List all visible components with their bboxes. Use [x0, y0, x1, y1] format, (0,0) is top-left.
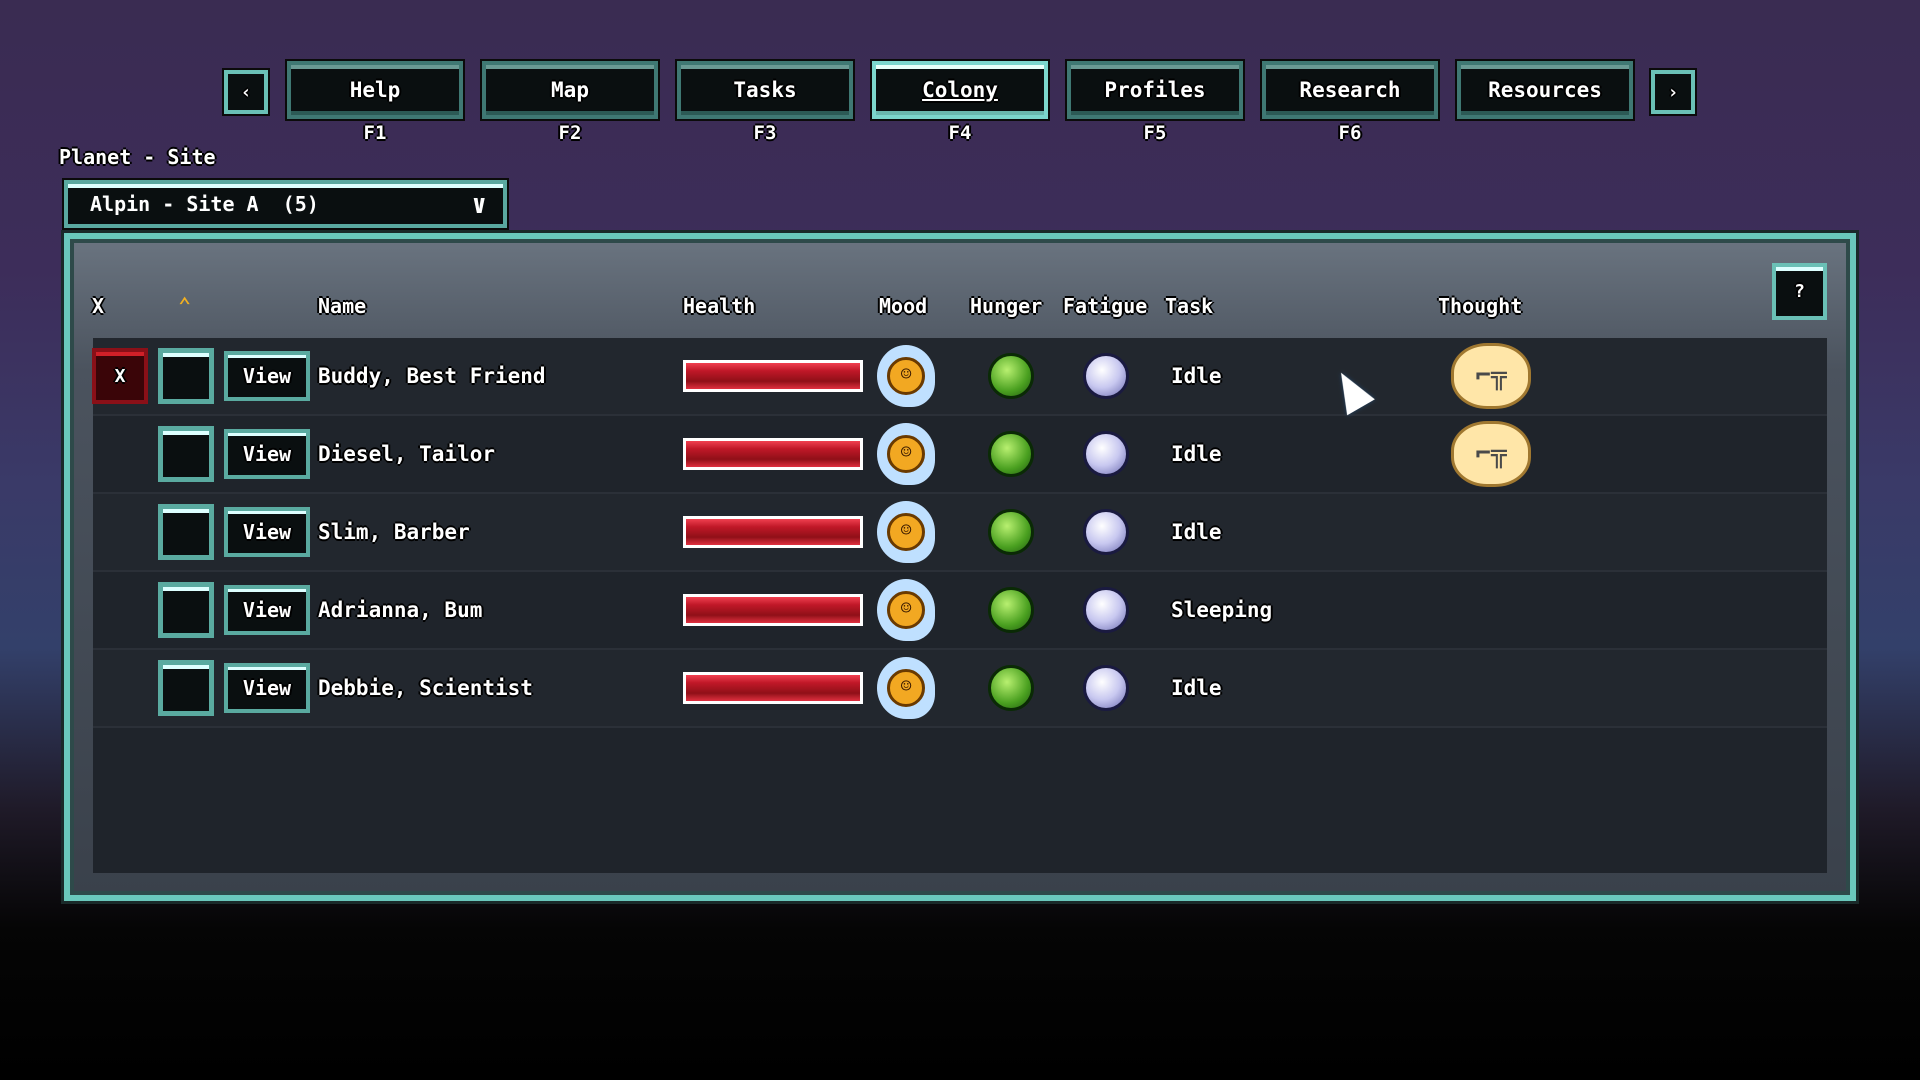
colonist-name: Slim, Barber	[318, 520, 470, 544]
tab-resources[interactable]: Resources	[1457, 61, 1633, 119]
tab-research[interactable]: Research	[1262, 61, 1438, 119]
help-button[interactable]: ?	[1772, 263, 1827, 320]
header-thought[interactable]: Thought	[1438, 294, 1523, 318]
fatigue-moon-icon	[1083, 587, 1129, 633]
hunger-apple-icon	[988, 353, 1034, 399]
mood-happy-icon: ☺	[877, 345, 935, 407]
tab-label: Tasks	[733, 78, 797, 102]
mood-happy-icon: ☺	[877, 501, 935, 563]
header-hunger[interactable]: Hunger	[970, 294, 1043, 318]
header-task[interactable]: Task	[1165, 294, 1214, 318]
header-mood[interactable]: Mood	[879, 294, 928, 318]
fatigue-moon-icon	[1083, 431, 1129, 477]
colonist-table	[93, 338, 1827, 873]
colonist-name: Debbie, Scientist	[318, 676, 533, 700]
rank-chevron-icon[interactable]: ⌃	[178, 294, 192, 319]
tab-label: Resources	[1488, 78, 1602, 102]
tab-profiles[interactable]: Profiles	[1067, 61, 1243, 119]
header-name[interactable]: Name	[318, 294, 367, 318]
chevron-right-icon: ›	[1667, 81, 1679, 103]
view-button[interactable]: View	[224, 351, 310, 401]
nav-next-button[interactable]: ›	[1651, 70, 1695, 114]
mood-happy-icon: ☺	[877, 657, 935, 719]
tab-tasks[interactable]: Tasks	[677, 61, 853, 119]
thought-weapon-icon: ⌐╦	[1451, 421, 1531, 487]
hotkey-label: F2	[558, 122, 582, 144]
hotkey-label: F4	[948, 122, 972, 144]
planet-site-label: Planet - Site	[59, 145, 216, 169]
view-button[interactable]: View	[224, 663, 310, 713]
colonist-name: Adrianna, Bum	[318, 598, 483, 622]
health-bar	[683, 360, 863, 392]
hunger-apple-icon	[988, 665, 1034, 711]
mood-happy-icon: ☺	[877, 579, 935, 641]
select-checkbox[interactable]	[158, 582, 214, 638]
fatigue-moon-icon	[1083, 665, 1129, 711]
table-row: View Debbie, Scientist ☺ Idle	[93, 650, 1827, 728]
hunger-apple-icon	[988, 509, 1034, 555]
view-button[interactable]: View	[224, 507, 310, 557]
hotkey-label: F6	[1338, 122, 1362, 144]
health-bar	[683, 438, 863, 470]
fatigue-moon-icon	[1083, 353, 1129, 399]
health-bar	[683, 594, 863, 626]
tab-help[interactable]: Help	[287, 61, 463, 119]
hotkey-label: F3	[753, 122, 777, 144]
hotkey-label: F1	[363, 122, 387, 144]
hotkey-label: F5	[1143, 122, 1167, 144]
view-button[interactable]: View	[224, 585, 310, 635]
hunger-apple-icon	[988, 431, 1034, 477]
site-dropdown-value: Alpin - Site A (5)	[90, 192, 319, 216]
health-bar	[683, 672, 863, 704]
task-status: Idle	[1171, 364, 1222, 388]
chevron-down-icon: ∨	[471, 190, 487, 220]
colonist-name: Diesel, Tailor	[318, 442, 496, 466]
chevron-left-icon: ‹	[240, 81, 252, 103]
health-bar	[683, 516, 863, 548]
table-row: View Adrianna, Bum ☺ Sleeping	[93, 572, 1827, 650]
table-row: X View Buddy, Best Friend ☺ Idle ⌐╦	[92, 338, 1827, 416]
select-checkbox[interactable]	[158, 660, 214, 716]
tab-label: Research	[1299, 78, 1401, 102]
task-status: Idle	[1171, 676, 1222, 700]
thought-weapon-icon: ⌐╦	[1451, 343, 1531, 409]
view-button[interactable]: View	[224, 429, 310, 479]
tab-colony[interactable]: Colony	[872, 61, 1048, 119]
select-checkbox[interactable]	[158, 426, 214, 482]
tab-map[interactable]: Map	[482, 61, 658, 119]
site-dropdown[interactable]: Alpin - Site A (5) ∨	[64, 180, 507, 228]
task-status: Idle	[1171, 520, 1222, 544]
table-row: View Slim, Barber ☺ Idle	[93, 494, 1827, 572]
fatigue-moon-icon	[1083, 509, 1129, 555]
task-status: Sleeping	[1171, 598, 1273, 622]
nav-prev-button[interactable]: ‹	[224, 70, 268, 114]
header-fatigue[interactable]: Fatigue	[1063, 294, 1148, 318]
tab-label: Map	[551, 78, 589, 102]
tab-label: Help	[349, 78, 401, 102]
colonist-name: Buddy, Best Friend	[318, 364, 546, 388]
header-remove: X	[92, 294, 105, 318]
remove-button[interactable]: X	[92, 348, 148, 404]
select-checkbox[interactable]	[158, 504, 214, 560]
header-health[interactable]: Health	[683, 294, 756, 318]
select-checkbox[interactable]	[158, 348, 214, 404]
tab-label: Profiles	[1104, 78, 1206, 102]
mood-happy-icon: ☺	[877, 423, 935, 485]
table-row: View Diesel, Tailor ☺ Idle ⌐╦	[93, 416, 1827, 494]
task-status: Idle	[1171, 442, 1222, 466]
hunger-apple-icon	[988, 587, 1034, 633]
tab-label: Colony	[922, 78, 998, 102]
